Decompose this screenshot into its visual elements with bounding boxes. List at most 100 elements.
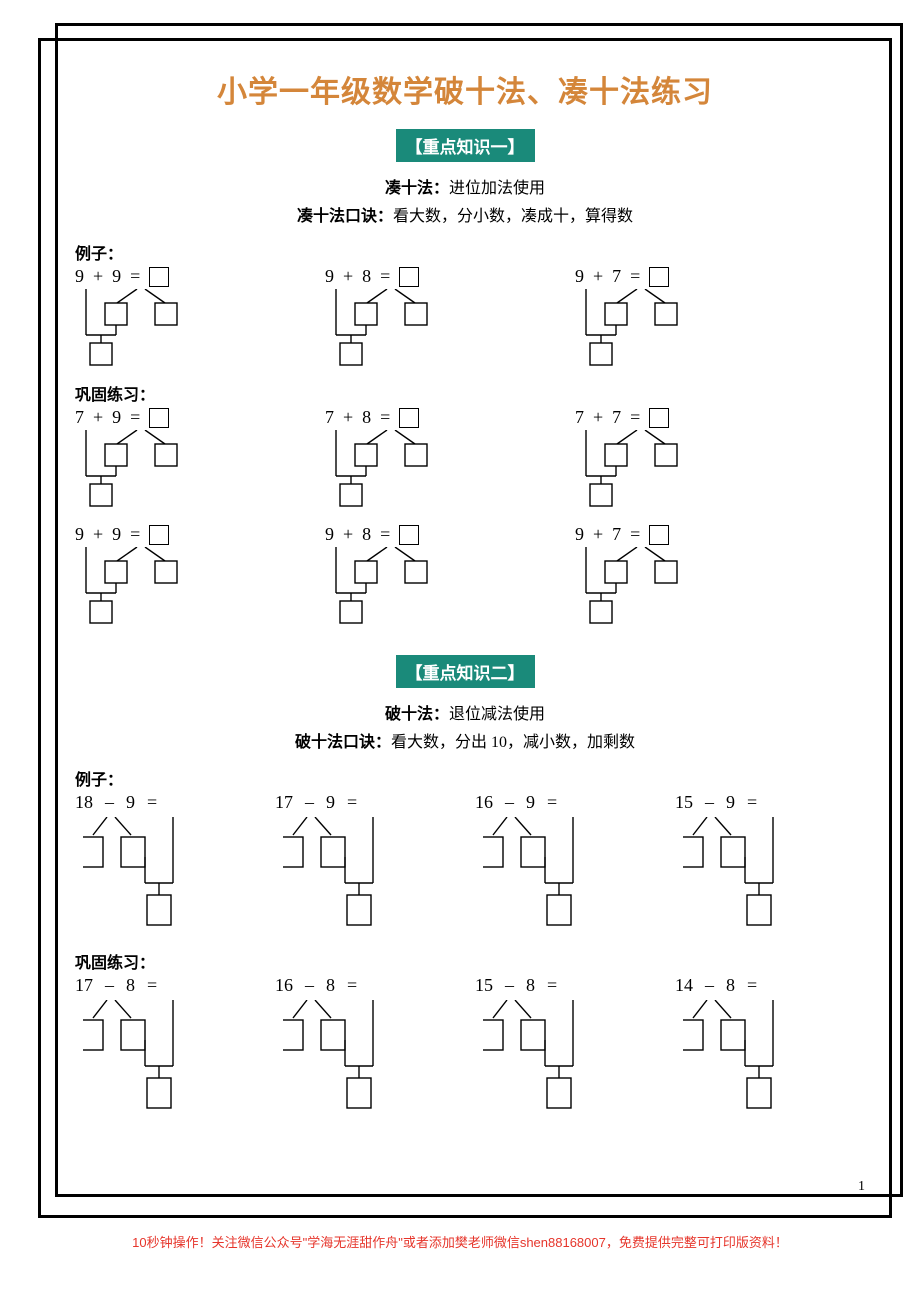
operand-b: 9 bbox=[526, 792, 535, 813]
answer-box[interactable] bbox=[149, 525, 169, 545]
operand-b: 8 bbox=[362, 524, 371, 545]
equation: 7 + 9 = bbox=[75, 407, 275, 428]
operator: + bbox=[593, 266, 603, 287]
method1-label: 凑十法： bbox=[385, 180, 449, 197]
operand-a: 17 bbox=[75, 975, 93, 996]
equation: 9 + 8 = bbox=[325, 266, 525, 287]
equals: = bbox=[147, 975, 157, 996]
equals: = bbox=[547, 792, 557, 813]
equation: 9 + 7 = bbox=[575, 524, 775, 545]
add-diagram bbox=[331, 289, 481, 367]
practice1-row1: 7 + 9 = 7 + 8 = bbox=[71, 407, 859, 508]
operand-a: 9 bbox=[575, 266, 584, 287]
section1-header: 【重点知识一】 凑十法：进位加法使用 凑十法口诀：看大数，分小数，凑成十，算得数 bbox=[71, 129, 859, 226]
equals: = bbox=[347, 975, 357, 996]
operand-a: 7 bbox=[325, 407, 334, 428]
equals: = bbox=[147, 792, 157, 813]
equals: = bbox=[130, 407, 140, 428]
operand-b: 8 bbox=[726, 975, 735, 996]
equals: = bbox=[630, 524, 640, 545]
operator: + bbox=[93, 266, 103, 287]
operand-a: 7 bbox=[575, 407, 584, 428]
operand-a: 16 bbox=[475, 792, 493, 813]
method2-desc: 退位减法使用 bbox=[449, 706, 545, 723]
operator: – bbox=[505, 975, 514, 996]
add-diagram bbox=[331, 430, 481, 508]
equals: = bbox=[380, 407, 390, 428]
operand-a: 9 bbox=[325, 524, 334, 545]
sub-problem: 17 – 8 = bbox=[75, 975, 255, 1118]
operand-a: 9 bbox=[75, 266, 84, 287]
sub-diagram bbox=[683, 817, 853, 935]
answer-box[interactable] bbox=[399, 267, 419, 287]
equals: = bbox=[747, 975, 757, 996]
operator: + bbox=[343, 524, 353, 545]
example1-row: 9 + 9 = 9 + 8 = bbox=[71, 266, 859, 367]
sub-diagram bbox=[83, 817, 253, 935]
equation: 16 – 9 = bbox=[475, 792, 655, 813]
equals: = bbox=[747, 792, 757, 813]
answer-box[interactable] bbox=[399, 408, 419, 428]
operand-a: 15 bbox=[675, 792, 693, 813]
add-diagram bbox=[81, 547, 231, 625]
sub-problem: 18 – 9 = bbox=[75, 792, 255, 935]
add-diagram bbox=[81, 289, 231, 367]
operand-a: 9 bbox=[75, 524, 84, 545]
operand-b: 8 bbox=[126, 975, 135, 996]
add-diagram bbox=[331, 547, 481, 625]
sub-diagram bbox=[283, 1000, 453, 1118]
operand-b: 8 bbox=[362, 266, 371, 287]
add-problem: 7 + 8 = bbox=[325, 407, 525, 508]
operand-a: 17 bbox=[275, 792, 293, 813]
add-diagram bbox=[581, 547, 731, 625]
operator: – bbox=[705, 792, 714, 813]
operand-b: 9 bbox=[112, 407, 121, 428]
add-problem: 9 + 8 = bbox=[325, 266, 525, 367]
answer-box[interactable] bbox=[399, 525, 419, 545]
method1-line: 凑十法：进位加法使用 bbox=[71, 174, 859, 198]
equation: 9 + 8 = bbox=[325, 524, 525, 545]
section2-header: 【重点知识二】 破十法：退位减法使用 破十法口诀：看大数，分出 10，减小数，加… bbox=[71, 655, 859, 752]
add-diagram bbox=[81, 430, 231, 508]
operand-a: 16 bbox=[275, 975, 293, 996]
operator: – bbox=[305, 975, 314, 996]
rhyme2-line: 破十法口诀：看大数，分出 10，减小数，加剩数 bbox=[71, 728, 859, 752]
answer-box[interactable] bbox=[649, 267, 669, 287]
example2-row: 18 – 9 = 17 – 9 = bbox=[71, 792, 859, 935]
operand-b: 8 bbox=[526, 975, 535, 996]
sub-diagram bbox=[483, 817, 653, 935]
answer-box[interactable] bbox=[649, 525, 669, 545]
operator: + bbox=[593, 524, 603, 545]
operator: – bbox=[305, 792, 314, 813]
operator: – bbox=[705, 975, 714, 996]
rhyme2-desc: 看大数，分出 10，减小数，加剩数 bbox=[391, 734, 635, 751]
method2-line: 破十法：退位减法使用 bbox=[71, 700, 859, 724]
practice1-row2: 9 + 9 = 9 + 8 = bbox=[71, 524, 859, 625]
sub-problem: 16 – 9 = bbox=[475, 792, 655, 935]
equals: = bbox=[547, 975, 557, 996]
equation: 17 – 9 = bbox=[275, 792, 455, 813]
answer-box[interactable] bbox=[149, 408, 169, 428]
badge-1: 【重点知识一】 bbox=[396, 129, 535, 162]
practice2-label: 巩固练习： bbox=[75, 949, 859, 973]
equals: = bbox=[130, 524, 140, 545]
operand-b: 9 bbox=[326, 792, 335, 813]
page-number: 1 bbox=[858, 1179, 865, 1195]
equation: 18 – 9 = bbox=[75, 792, 255, 813]
operand-b: 8 bbox=[362, 407, 371, 428]
equals: = bbox=[630, 266, 640, 287]
answer-box[interactable] bbox=[149, 267, 169, 287]
add-problem: 7 + 7 = bbox=[575, 407, 775, 508]
equals: = bbox=[130, 266, 140, 287]
answer-box[interactable] bbox=[649, 408, 669, 428]
page-frame: 小学一年级数学破十法、凑十法练习 【重点知识一】 凑十法：进位加法使用 凑十法口… bbox=[38, 38, 892, 1218]
operand-b: 7 bbox=[612, 407, 621, 428]
operator: + bbox=[343, 407, 353, 428]
operand-b: 9 bbox=[726, 792, 735, 813]
equation: 9 + 9 = bbox=[75, 524, 275, 545]
equation: 9 + 7 = bbox=[575, 266, 775, 287]
equation: 14 – 8 = bbox=[675, 975, 855, 996]
operand-b: 7 bbox=[612, 266, 621, 287]
operand-a: 9 bbox=[575, 524, 584, 545]
add-diagram bbox=[581, 430, 731, 508]
